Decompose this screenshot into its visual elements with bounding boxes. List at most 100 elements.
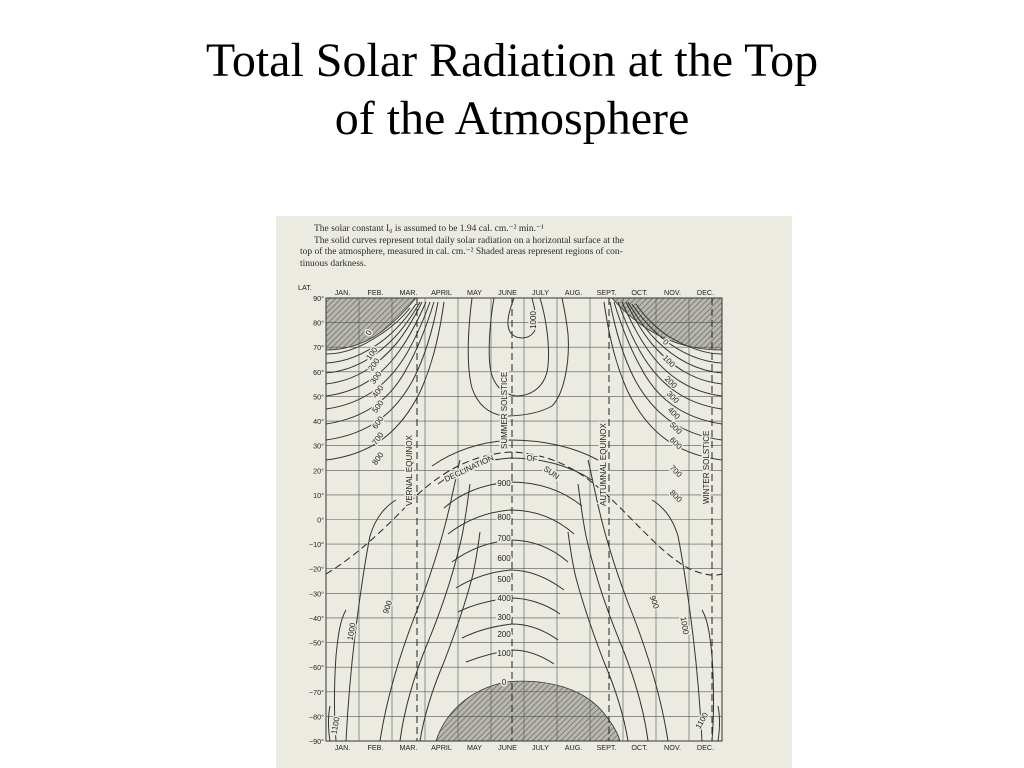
latitude-tick-label: −40° <box>309 614 324 623</box>
slide-title: Total Solar Radiation at the Top of the … <box>0 32 1024 148</box>
latitude-tick-label: 20° <box>313 466 324 475</box>
radiation-isoline <box>325 303 417 364</box>
radiation-isoline <box>325 301 427 397</box>
latitude-tick-label: −60° <box>309 663 324 672</box>
contour-value-label: 0 <box>364 328 374 337</box>
radiation-isoline <box>621 301 723 397</box>
radiation-isoline <box>467 297 569 417</box>
contour-value-label: 300 <box>665 389 681 405</box>
contour-value-label: 400 <box>497 594 511 603</box>
radiation-isoline <box>325 301 431 410</box>
latitude-tick-label: 70° <box>313 343 324 352</box>
latitude-header: LAT. <box>298 283 312 292</box>
slide-title-line-2: of the Atmosphere <box>334 92 690 145</box>
month-label-top: JULY <box>532 288 549 297</box>
contour-value-label: 500 <box>668 420 684 436</box>
radiation-isoline <box>603 301 723 461</box>
summer-solstice-label: SUMMER SOLSTICE <box>500 372 509 449</box>
radiation-isoline <box>345 499 397 742</box>
month-label-bottom: DEC. <box>697 743 714 752</box>
radiation-isoline <box>613 301 723 425</box>
contour-value-label: 900 <box>497 479 511 488</box>
contour-value-label: 1100 <box>330 716 342 735</box>
declination-of-label: OF <box>526 453 539 464</box>
month-label-bottom: FEB. <box>368 743 384 752</box>
month-label-top: OCT. <box>631 288 647 297</box>
radiation-chart: JAN. JAN. FEB. FEB. MAR. MAR. APRIL APRIL MAY MAY… <box>298 283 723 752</box>
latitude-tick-label: 80° <box>313 319 324 328</box>
contour-value-label: 700 <box>370 430 385 447</box>
declination-of-sun-curve <box>325 451 723 576</box>
radiation-isoline <box>651 499 703 742</box>
latitude-tick-label: −30° <box>309 589 324 598</box>
contour-value-label: 900 <box>648 594 661 610</box>
latitude-tick-label: 50° <box>313 392 324 401</box>
radiation-isoline <box>325 301 423 385</box>
radiation-isoline <box>717 705 720 742</box>
month-label-bottom: JUNE <box>498 743 517 752</box>
month-label-bottom: APRIL <box>431 743 452 752</box>
month-label-bottom: NOV. <box>664 743 681 752</box>
contour-value-label: 200 <box>663 374 679 390</box>
contour-value-label: 600 <box>497 554 511 563</box>
latitude-tick-label: 0° <box>317 516 324 525</box>
month-label-bottom: JAN. <box>335 743 351 752</box>
latitude-tick-label: −80° <box>309 712 324 721</box>
latitude-tick-label: 10° <box>313 491 324 500</box>
month-label-bottom: MAY <box>467 743 482 752</box>
contour-value-label: 700 <box>497 534 511 543</box>
radiation-isoline <box>631 303 723 364</box>
radiation-isoline <box>457 597 561 615</box>
caption-line-2: The solid curves represent total daily s… <box>314 235 624 246</box>
month-label-top: MAY <box>467 288 482 297</box>
radiation-isoline <box>325 301 439 441</box>
radiation-isoline <box>577 483 649 742</box>
declination-label: DECLINATION <box>443 453 495 484</box>
radiation-isoline <box>587 459 669 742</box>
radiation-isoline <box>437 457 593 485</box>
contour-value-label: 100 <box>497 649 511 658</box>
darkness-region-sh-winter <box>435 680 621 742</box>
month-label-top: FEB. <box>368 288 384 297</box>
month-label-top: APRIL <box>431 288 452 297</box>
figure-caption: The solar constant I₀ is assumed to be 1… <box>300 224 740 270</box>
slide-title-line-1: Total Solar Radiation at the Top <box>205 34 819 87</box>
contour-value-label: 500 <box>497 575 511 584</box>
radiation-isoline <box>617 301 723 410</box>
radiation-isoline <box>451 539 569 563</box>
contour-value-label: 1000 <box>529 311 538 329</box>
month-label-bottom: AUG. <box>565 743 583 752</box>
vernal-equinox-label: VERNAL EQUINOX <box>405 435 414 506</box>
latitude-tick-label: −70° <box>309 688 324 697</box>
radiation-figure: The solar constant I₀ is assumed to be 1… <box>276 216 792 768</box>
latitude-tick-label: −50° <box>309 639 324 648</box>
caption-line-3: top of the atmosphere, measured in cal. … <box>300 247 623 257</box>
month-label-bottom: SEPT. <box>597 743 617 752</box>
contour-value-label: 1000 <box>346 621 358 641</box>
radiation-isoline <box>635 303 723 355</box>
radiation-isoline <box>627 301 723 374</box>
latitude-tick-label: 60° <box>313 368 324 377</box>
month-label-top: MAR. <box>400 288 418 297</box>
contour-value-label: 300 <box>497 613 511 622</box>
caption-line-1: The solar constant I₀ is assumed to be 1… <box>314 224 544 234</box>
latitude-tick-label: −10° <box>309 540 324 549</box>
latitude-tick-label: 90° <box>313 294 324 303</box>
contour-value-label: 200 <box>497 630 511 639</box>
autumnal-equinox-label: AUTUMNAL EQUINOX <box>599 423 608 506</box>
month-label-top: DEC. <box>697 288 714 297</box>
winter-solstice-label: WINTER SOLSTICE <box>702 431 711 504</box>
radiation-isoline <box>379 459 461 742</box>
radiation-isoline <box>325 301 435 425</box>
darkness-region-nh-winter-early <box>325 297 417 351</box>
contour-value-label: 700 <box>668 463 684 479</box>
contour-value-label: 800 <box>497 513 511 522</box>
radiation-isoline <box>447 509 575 535</box>
radiation-isoline <box>431 439 599 467</box>
latitude-tick-label: 30° <box>313 442 324 451</box>
radiation-isoline <box>399 483 471 742</box>
latitude-tick-label: 40° <box>313 417 324 426</box>
radiation-isoline <box>455 569 565 591</box>
radiation-isoline <box>419 531 481 742</box>
contour-value-label: 1000 <box>678 616 690 636</box>
